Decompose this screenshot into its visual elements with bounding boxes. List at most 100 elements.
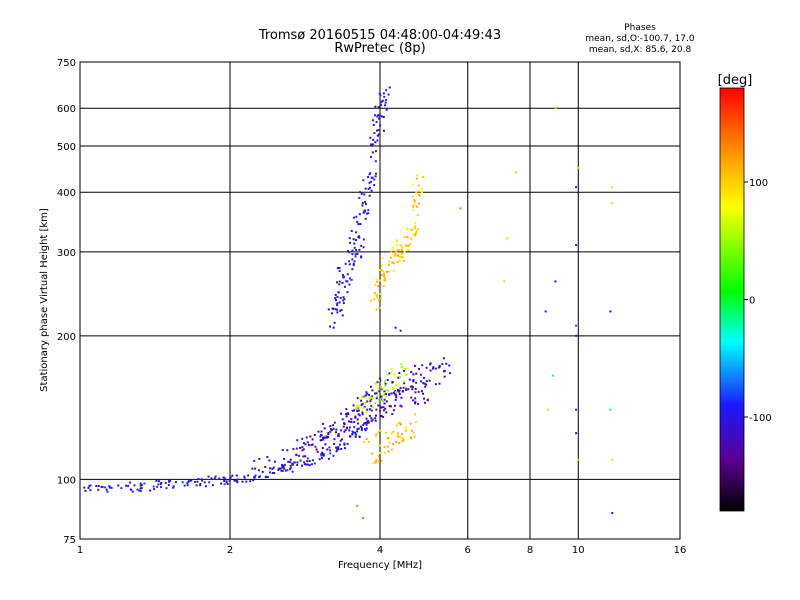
data-point <box>314 445 317 448</box>
data-point <box>394 375 397 378</box>
data-point <box>396 260 399 263</box>
data-point <box>348 241 351 244</box>
data-point <box>374 150 377 153</box>
data-point <box>339 296 342 299</box>
data-point <box>383 272 386 275</box>
data-point <box>399 259 402 262</box>
data-point <box>229 478 232 481</box>
data-point <box>371 418 374 421</box>
data-point <box>611 458 614 461</box>
data-point <box>223 479 226 482</box>
data-point <box>406 228 409 231</box>
data-point <box>332 454 335 457</box>
data-point <box>367 175 370 178</box>
data-point <box>309 435 312 438</box>
data-point <box>336 448 339 451</box>
data-point <box>343 422 346 425</box>
data-point <box>329 430 332 433</box>
data-point <box>303 463 306 466</box>
data-point <box>342 299 345 302</box>
colorbar-tick-label: 0 <box>749 296 755 307</box>
data-point <box>152 485 155 488</box>
data-point <box>378 444 381 447</box>
data-point <box>407 249 410 252</box>
data-point <box>425 380 428 383</box>
data-point <box>328 325 331 328</box>
data-point <box>363 441 366 444</box>
data-point <box>199 483 202 486</box>
data-point <box>188 479 191 482</box>
data-point <box>361 403 364 406</box>
data-point <box>402 386 405 389</box>
data-point <box>375 120 378 123</box>
data-point <box>385 99 388 102</box>
data-point <box>429 362 432 365</box>
colorbar-ticks: 100 0 -100 <box>744 178 772 424</box>
data-point <box>353 420 356 423</box>
data-point <box>384 279 387 282</box>
colorbar <box>719 87 745 512</box>
data-point <box>360 429 363 432</box>
data-point <box>386 373 389 376</box>
data-point <box>108 485 111 488</box>
data-point <box>374 175 377 178</box>
data-point <box>357 223 360 226</box>
data-point <box>362 179 365 182</box>
data-point <box>305 463 308 466</box>
data-point <box>297 454 300 457</box>
data-point <box>336 267 339 270</box>
data-point <box>382 415 385 418</box>
data-point <box>365 438 368 441</box>
data-point <box>379 292 382 295</box>
data-point <box>218 477 221 480</box>
data-point <box>336 302 339 305</box>
data-point <box>354 255 357 258</box>
data-point <box>381 273 384 276</box>
data-point <box>362 517 365 520</box>
data-point <box>363 395 366 398</box>
data-point <box>129 481 132 484</box>
data-point <box>329 452 332 455</box>
data-point <box>400 405 403 408</box>
data-point <box>506 237 509 240</box>
data-point <box>356 504 359 507</box>
data-point <box>360 427 363 430</box>
data-point <box>399 255 402 258</box>
data-point <box>273 472 276 475</box>
data-point <box>418 194 421 197</box>
data-point <box>396 432 399 435</box>
data-point <box>320 430 323 433</box>
data-point <box>410 371 413 374</box>
data-point <box>333 321 336 324</box>
data-point <box>415 232 418 235</box>
data-point <box>291 463 294 466</box>
data-point <box>359 222 362 225</box>
y-axis-ticks: 75 100 200 300 400 500 600 750 <box>57 58 76 546</box>
data-point <box>313 433 316 436</box>
data-point <box>352 431 355 434</box>
data-point <box>155 479 158 482</box>
data-point <box>374 114 377 117</box>
data-point <box>375 278 378 281</box>
data-point <box>283 457 286 460</box>
data-point <box>376 390 379 393</box>
data-point <box>307 443 310 446</box>
data-point <box>387 270 390 273</box>
data-point <box>245 480 248 483</box>
data-point <box>363 428 366 431</box>
data-point <box>371 395 374 398</box>
data-point <box>289 468 292 471</box>
data-point <box>366 392 369 395</box>
data-point <box>380 415 383 418</box>
data-point <box>334 293 337 296</box>
data-point <box>321 436 324 439</box>
data-point <box>396 389 399 392</box>
data-point <box>385 270 388 273</box>
data-point <box>374 419 377 422</box>
data-point <box>385 411 388 414</box>
data-point <box>385 396 388 399</box>
data-point <box>334 308 337 311</box>
data-point <box>380 268 383 271</box>
data-point <box>356 252 359 255</box>
